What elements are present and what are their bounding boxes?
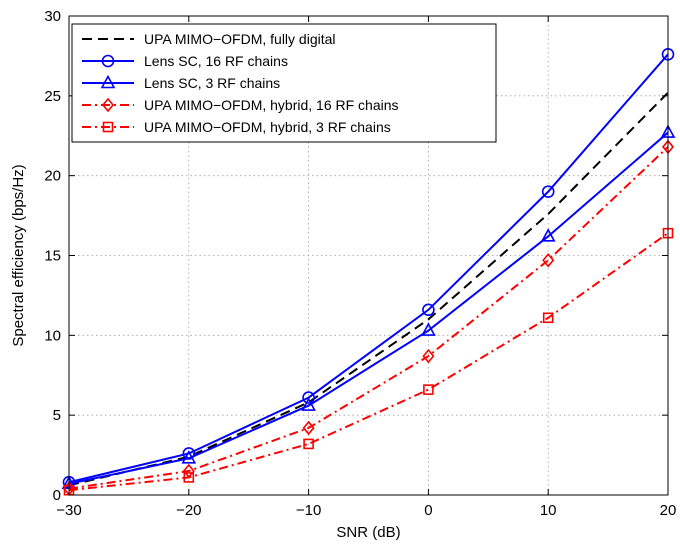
data-point xyxy=(302,420,315,436)
series-line xyxy=(68,146,669,490)
y-tick-label: 15 xyxy=(44,248,61,265)
series-1 xyxy=(68,91,669,487)
x-tick-label: 20 xyxy=(660,502,677,519)
legend-marker xyxy=(102,121,114,133)
series-line xyxy=(68,131,669,485)
y-axis-label: Spectral efficiency (bps/Hz) xyxy=(10,164,27,346)
y-tick-label: 30 xyxy=(44,8,61,25)
data-point xyxy=(542,253,555,268)
legend-label: UPA MIMO−OFDM, fully digital xyxy=(144,31,336,47)
series-line xyxy=(68,91,669,487)
legend: UPA MIMO−OFDM, fully digital Lens SC, 16 … xyxy=(71,23,497,143)
data-point xyxy=(542,312,554,324)
legend-item: UPA MIMO−OFDM, hybrid, 3 RF chains xyxy=(82,119,391,135)
x-tick-label: 10 xyxy=(540,502,557,519)
x-tick-label: −30 xyxy=(56,502,81,519)
x-tick-label: −10 xyxy=(296,502,321,519)
axis-ticks: −30 −20 −10 0 10 20 0 5 10 15 20 25 30 xyxy=(44,8,676,519)
legend-item: Lens SC, 16 RF chains xyxy=(82,53,288,69)
x-axis-label: SNR (dB) xyxy=(336,524,400,541)
series-line xyxy=(68,232,669,492)
legend-item: UPA MIMO−OFDM, hybrid, 16 RF chains xyxy=(82,97,399,113)
data-point xyxy=(183,472,195,483)
data-point xyxy=(303,438,314,450)
legend-item: UPA MIMO−OFDM, fully digital xyxy=(82,31,336,47)
legend-label: Lens SC, 3 RF chains xyxy=(144,75,280,91)
data-point xyxy=(540,228,556,242)
data-point xyxy=(181,450,197,464)
legend-item: Lens SC, 3 RF chains xyxy=(82,74,280,91)
y-tick-label: 20 xyxy=(44,168,61,185)
series-line xyxy=(68,53,669,484)
legend-label: Lens SC, 16 RF chains xyxy=(144,53,288,69)
data-point xyxy=(423,384,434,395)
legend-label: UPA MIMO−OFDM, hybrid, 16 RF chains xyxy=(144,97,399,113)
series-3 xyxy=(61,124,676,490)
x-tick-label: 0 xyxy=(424,502,432,519)
legend-marker xyxy=(100,74,116,89)
x-tick-label: −20 xyxy=(176,502,201,519)
data-point xyxy=(422,348,435,364)
data-point xyxy=(302,391,315,404)
y-tick-label: 10 xyxy=(44,327,61,344)
data-point xyxy=(422,303,435,317)
y-tick-label: 25 xyxy=(44,88,61,105)
data-point xyxy=(301,397,316,411)
series-5 xyxy=(63,227,674,496)
series-4 xyxy=(62,139,675,496)
legend-label: UPA MIMO−OFDM, hybrid, 3 RF chains xyxy=(144,119,391,135)
legend-marker xyxy=(101,97,115,113)
y-tick-label: 0 xyxy=(53,487,61,504)
legend-box xyxy=(71,23,497,143)
y-tick-label: 5 xyxy=(53,407,61,424)
data-point xyxy=(421,322,436,336)
legend-marker xyxy=(101,54,115,68)
data-point xyxy=(541,185,555,198)
